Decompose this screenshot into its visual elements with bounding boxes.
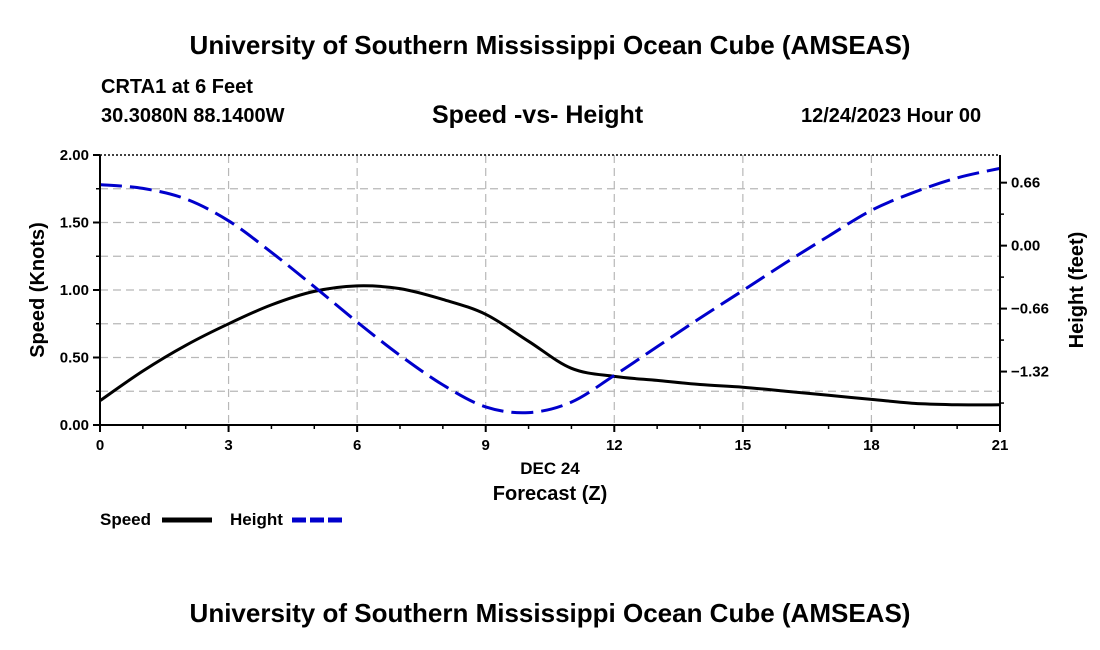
legend: Speed Height — [100, 510, 342, 529]
legend-label-speed: Speed — [100, 510, 151, 529]
station-name: CRTA1 at 6 Feet — [101, 76, 253, 98]
x-tick-label: 18 — [863, 437, 880, 454]
x-axis-date-label: DEC 24 — [520, 459, 580, 478]
y-tick-label: 0.00 — [60, 417, 89, 434]
y2-tick-label: 0.66 — [1011, 175, 1040, 192]
series-line-height — [99, 166, 1001, 415]
footer-title: University of Southern Mississippi Ocean… — [189, 598, 911, 628]
chart-title: Speed -vs- Height — [432, 101, 644, 129]
y-tick-label: 0.50 — [60, 350, 89, 367]
y-tick-label: 1.00 — [60, 282, 89, 299]
y2-axis-label: Height (feet) — [1066, 232, 1088, 349]
x-axis-label: Forecast (Z) — [493, 483, 607, 505]
y-tick-label: 1.50 — [60, 215, 89, 232]
x-tick-label: 0 — [96, 437, 104, 454]
station-coordinates: 30.3080N 88.1400W — [101, 105, 285, 127]
y2-tick-label: −1.32 — [1011, 364, 1049, 381]
x-tick-label: 3 — [224, 437, 232, 454]
x-tick-label: 15 — [735, 437, 752, 454]
y-tick-label: 2.00 — [60, 147, 89, 164]
forecast-date: 12/24/2023 Hour 00 — [801, 105, 982, 127]
x-tick-label: 6 — [353, 437, 361, 454]
legend-label-height: Height — [230, 510, 283, 529]
x-tick-label: 21 — [992, 437, 1009, 454]
main-title: University of Southern Mississippi Ocean… — [189, 30, 911, 60]
series-line-speed — [99, 284, 1001, 407]
y2-tick-label: −0.66 — [1011, 301, 1049, 318]
x-tick-label: 9 — [482, 437, 490, 454]
y2-tick-label: 0.00 — [1011, 238, 1040, 255]
x-tick-label: 12 — [606, 437, 623, 454]
y-axis-label: Speed (Knots) — [27, 222, 49, 358]
